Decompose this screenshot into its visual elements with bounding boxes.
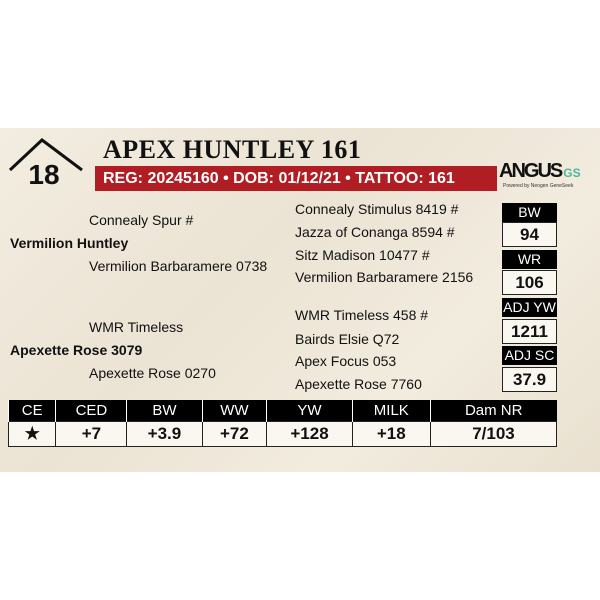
epd-header: YW (266, 400, 353, 421)
epd-value: +7 (55, 420, 128, 447)
dam-sire: WMR Timeless (89, 319, 184, 335)
epd-value: +18 (351, 420, 431, 447)
epd-header: MILK (351, 400, 431, 421)
ss-dam: Jazza of Conanga 8594 # (295, 224, 455, 240)
lot-number: 18 (28, 159, 60, 190)
stat-label: ADJ SC (502, 346, 557, 365)
epd-header: CED (55, 400, 127, 421)
star-icon: ★ (7, 420, 57, 447)
stat-value: 37.9 (502, 367, 557, 392)
logo-tagline: Powered by Neogen GeneSeek (503, 183, 574, 189)
epd-value: 7/103 (429, 420, 558, 447)
registration-banner: REG: 20245160 • DOB: 01/12/21 • TATTOO: … (95, 166, 497, 191)
stat-value: 94 (502, 222, 557, 247)
epd-header: CE (7, 400, 56, 421)
epd-value: +3.9 (126, 420, 203, 447)
logo-text: ANGUS (499, 160, 563, 182)
angus-gs-logo: ANGUS GS Powered by Neogen GeneSeek (499, 160, 581, 194)
logo-suffix: GS (563, 166, 581, 180)
dam-dam: Apexette Rose 0270 (89, 365, 216, 381)
logo-wordmark: ANGUS GS (499, 160, 581, 183)
ss-sire: Connealy Stimulus 8419 # (295, 201, 459, 217)
sire: Vermilion Huntley (10, 235, 129, 251)
epd-value-row: ★ +7 +3.9 +72 +128 +18 7/103 (7, 420, 558, 447)
epd-value: +128 (266, 420, 353, 447)
house-icon (8, 138, 83, 172)
dam: Apexette Rose 3079 (10, 342, 143, 358)
epd-value: +72 (201, 420, 268, 447)
epd-header: BW (126, 400, 202, 421)
sd-dam: Vermilion Barbaramere 2156 (295, 269, 474, 285)
ds-dam: Bairds Elsie Q72 (295, 331, 400, 347)
ds-sire: WMR Timeless 458 # (295, 307, 429, 323)
epd-header: Dam NR (429, 400, 557, 421)
stat-value: 106 (502, 270, 557, 295)
sire-sire: Connealy Spur # (89, 212, 194, 228)
sd-sire: Sitz Madison 10477 # (295, 247, 430, 263)
animal-name: APEX HUNTLEY 161 (103, 135, 362, 164)
stat-label: WR (502, 250, 557, 269)
dd-dam: Apexette Rose 7760 (295, 376, 422, 392)
epd-header: WW (201, 400, 267, 421)
epd-table: CE CED BW WW YW MILK Dam NR ★ +7 +3.9 +7… (7, 400, 558, 447)
stat-label: BW (502, 203, 557, 222)
stat-label: ADJ YW (502, 298, 557, 317)
stat-value: 1211 (502, 319, 557, 344)
epd-header-row: CE CED BW WW YW MILK Dam NR (7, 400, 557, 421)
dd-sire: Apex Focus 053 (295, 353, 397, 369)
sire-dam: Vermilion Barbaramere 0738 (89, 258, 268, 274)
